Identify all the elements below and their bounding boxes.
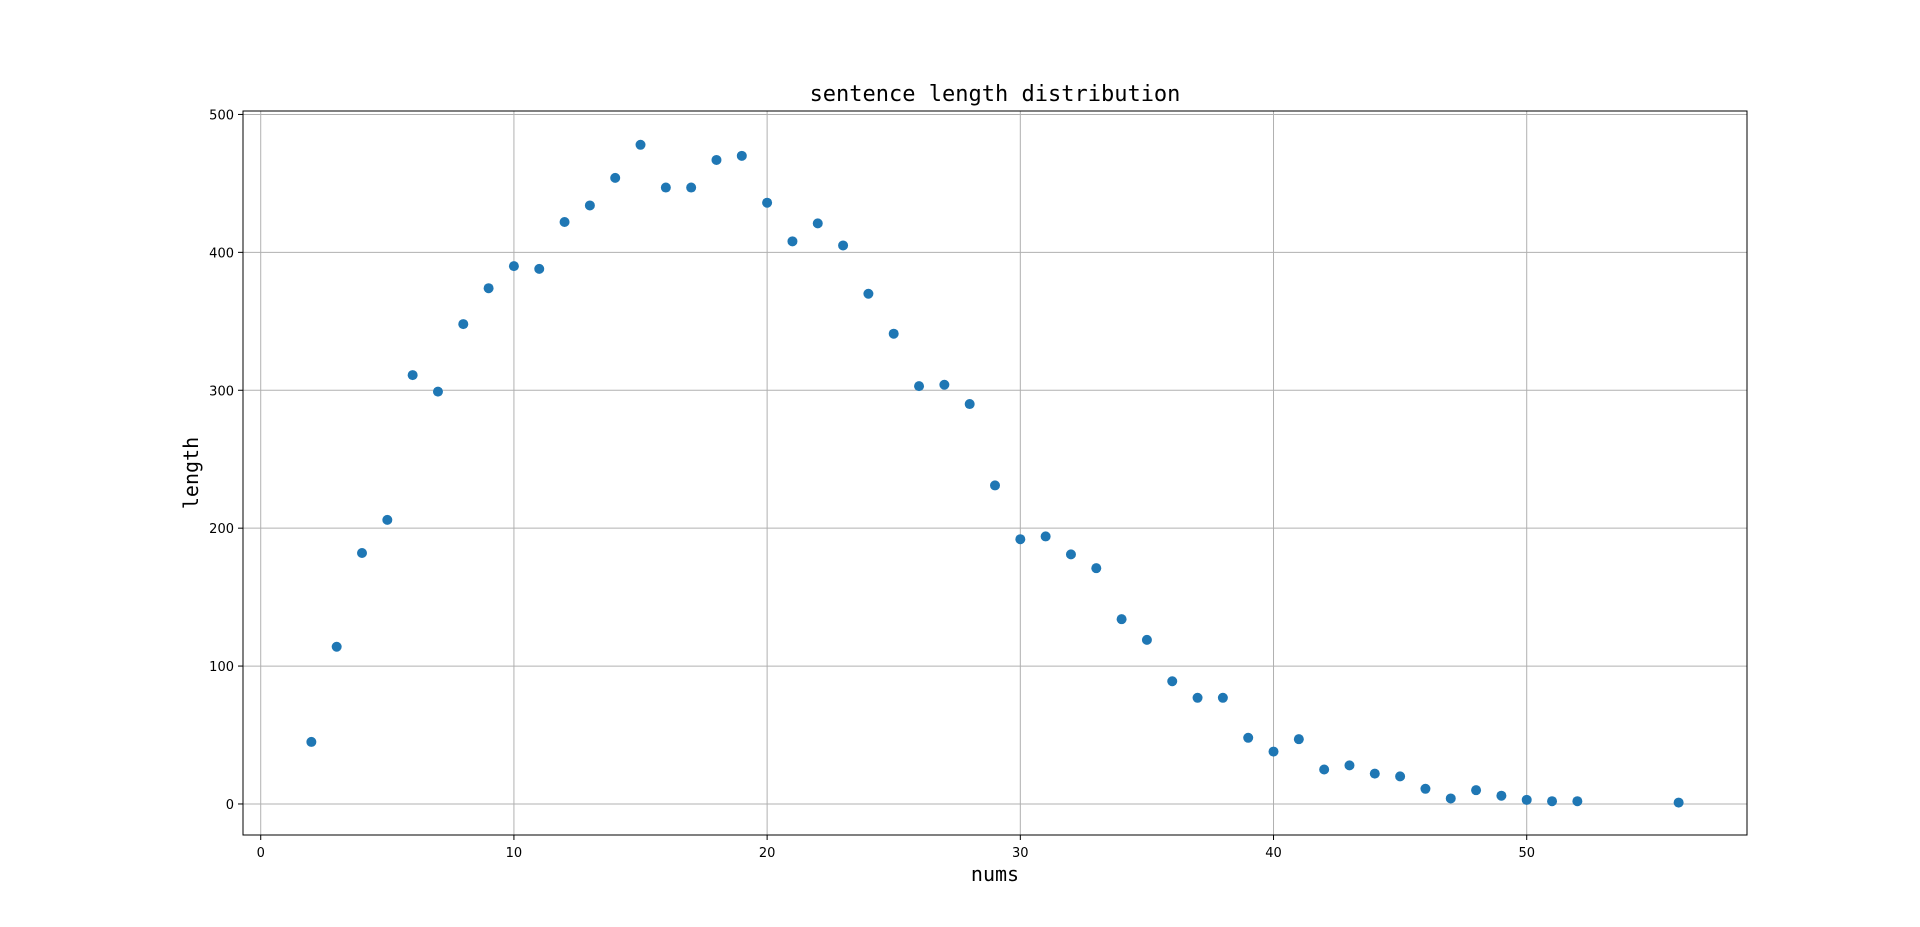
data-point [508, 261, 519, 272]
data-point [686, 182, 697, 193]
data-point [888, 328, 899, 339]
data-point [660, 182, 671, 193]
data-point [1192, 692, 1203, 703]
grid [243, 111, 1747, 835]
data-point [1015, 534, 1026, 545]
data-point [559, 217, 570, 228]
data-point [483, 283, 494, 294]
data-point [711, 154, 722, 165]
x-tick-label: 30 [1012, 846, 1029, 861]
data-point [1471, 785, 1482, 796]
data-point [1673, 797, 1684, 808]
x-tick-label: 40 [1265, 846, 1282, 861]
data-point [1344, 760, 1355, 771]
data-point [635, 139, 646, 150]
data-point [1268, 746, 1279, 757]
data-point [939, 379, 950, 390]
y-axis-label: length [179, 437, 203, 509]
data-point [331, 641, 342, 652]
data-point [1547, 796, 1558, 807]
data-point [1040, 531, 1051, 542]
data-point [1395, 771, 1406, 782]
data-point [458, 319, 469, 330]
y-tick-label: 100 [209, 660, 234, 675]
data-point [1065, 549, 1076, 560]
data-point [1141, 634, 1152, 645]
x-tick-label: 20 [759, 846, 776, 861]
y-tick-label: 500 [209, 108, 234, 123]
data-point [534, 263, 545, 274]
x-tick-label: 50 [1518, 846, 1535, 861]
data-point [407, 370, 418, 381]
data-point [1572, 796, 1583, 807]
data-point [357, 547, 368, 558]
data-point [863, 288, 874, 299]
data-point [1369, 768, 1380, 779]
x-axis-label: nums [971, 862, 1019, 886]
data-point [584, 200, 595, 211]
data-point [1116, 614, 1127, 625]
data-point [1217, 692, 1228, 703]
data-point [1319, 764, 1330, 775]
data-point [1420, 783, 1431, 794]
data-point [306, 736, 317, 747]
data-point [1496, 790, 1507, 801]
y-tick-label: 400 [209, 246, 234, 261]
data-point [1167, 676, 1178, 687]
data-point [914, 381, 925, 392]
data-point [812, 218, 823, 229]
data-point [990, 480, 1000, 491]
y-tick-label: 0 [226, 798, 234, 813]
data-point [1243, 732, 1254, 743]
plot-frame [242, 110, 1748, 836]
y-tick-label: 200 [209, 522, 234, 537]
data-point [1293, 734, 1304, 745]
data-point [1091, 563, 1102, 574]
data-point [382, 514, 393, 525]
chart-title: sentence length distribution [810, 82, 1181, 107]
data-point [762, 197, 773, 208]
y-tick-label: 300 [209, 384, 234, 399]
x-tick-label: 0 [257, 846, 265, 861]
data-point [432, 386, 443, 397]
data-point [964, 399, 975, 410]
data-point [610, 172, 621, 183]
data-point [838, 240, 849, 251]
data-point [787, 236, 798, 247]
data-point [1445, 793, 1456, 804]
x-tick-label: 10 [506, 846, 523, 861]
data-point [736, 150, 747, 161]
data-point [1521, 794, 1532, 805]
data-points [306, 139, 1684, 808]
